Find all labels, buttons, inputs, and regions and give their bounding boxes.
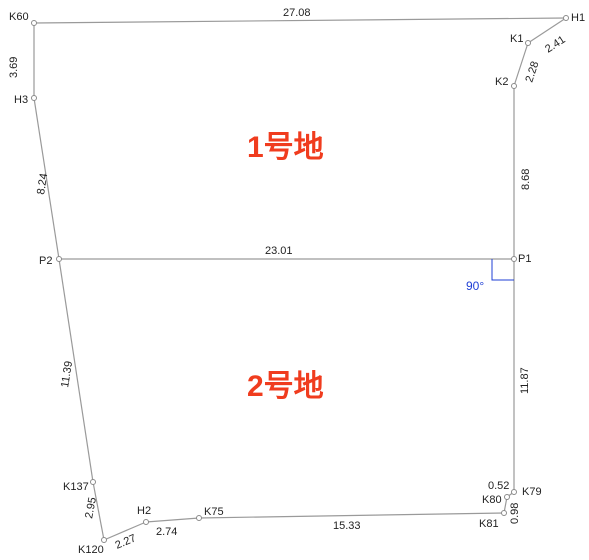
vertex-k81 (501, 510, 507, 516)
length-label-p2-p1: 23.01 (265, 245, 293, 257)
length-labels: 27.08 2.41 2.28 8.68 3.69 8.24 23.01 11.… (8, 7, 568, 552)
edge-h2-k120 (103, 521, 147, 541)
vertex-k120 (101, 537, 107, 543)
length-label-h3-p2: 8.24 (35, 172, 50, 195)
point-label-k60: K60 (9, 11, 29, 23)
vertices (31, 15, 569, 543)
edge-k60-h1 (33, 17, 567, 24)
length-label-k120-h2: 2.27 (113, 532, 137, 551)
point-label-k75: K75 (204, 506, 224, 518)
vertex-h2 (143, 519, 149, 525)
vertex-k80 (504, 494, 510, 500)
length-label-k2-p1: 8.68 (520, 169, 532, 190)
edge-k75-h2 (145, 517, 200, 523)
point-label-k1: K1 (510, 33, 523, 45)
length-label-k60-h1: 27.08 (283, 7, 311, 19)
length-label-h1-k1: 2.41 (543, 34, 568, 56)
point-label-k79: K79 (522, 486, 542, 498)
length-label-k1-k2: 2.28 (523, 60, 541, 84)
length-label-k75-k81: 15.33 (333, 520, 361, 532)
length-label-k137-k120: 2.95 (83, 496, 99, 519)
boundary-lines (33, 17, 567, 541)
point-label-h3: H3 (14, 94, 28, 106)
parcel-label-2: 2号地 (247, 370, 324, 403)
edge-k1-k2 (513, 42, 529, 87)
point-label-p2: P2 (39, 255, 52, 267)
right-angle-marker (491, 259, 514, 281)
vertex-k2 (511, 83, 517, 89)
vertex-k79 (511, 489, 517, 495)
vertex-k60 (31, 20, 37, 26)
edge-h1-k1 (527, 17, 567, 44)
vertex-k1 (525, 40, 531, 46)
edge-k120-k137 (92, 481, 105, 541)
length-label-h2-k75: 2.74 (156, 526, 177, 538)
point-labels: K60 H1 K1 K2 H3 P2 P1 K137 K120 H2 K75 K… (9, 11, 585, 556)
point-label-k120: K120 (78, 544, 104, 556)
vertex-k75 (196, 515, 202, 521)
vertex-k137 (90, 479, 96, 485)
point-label-k80: K80 (482, 494, 502, 506)
edge-k137-p2 (58, 258, 94, 483)
point-label-h1: H1 (571, 12, 585, 24)
length-label-k60-h3: 3.69 (8, 57, 20, 78)
point-label-k81: K81 (479, 518, 499, 530)
point-label-p1: P1 (518, 253, 531, 265)
point-label-k2: K2 (495, 76, 508, 88)
parcel-label-1: 1号地 (247, 131, 324, 164)
vertex-h1 (563, 15, 569, 21)
vertex-h3 (31, 95, 37, 101)
length-label-p2-k137: 11.39 (59, 360, 75, 388)
length-label-k80-k81: 0.98 (509, 503, 521, 524)
vertex-p2 (56, 256, 62, 262)
edge-p2-h3 (33, 97, 60, 260)
point-label-h2: H2 (137, 505, 151, 517)
length-label-k79-k80: 0.52 (488, 480, 509, 492)
right-angle-label: 90° (466, 279, 484, 293)
point-label-k137: K137 (63, 481, 89, 493)
vertex-p1 (511, 256, 517, 262)
edge-k81-k75 (198, 512, 505, 519)
length-label-p1-k79: 11.87 (519, 367, 531, 394)
